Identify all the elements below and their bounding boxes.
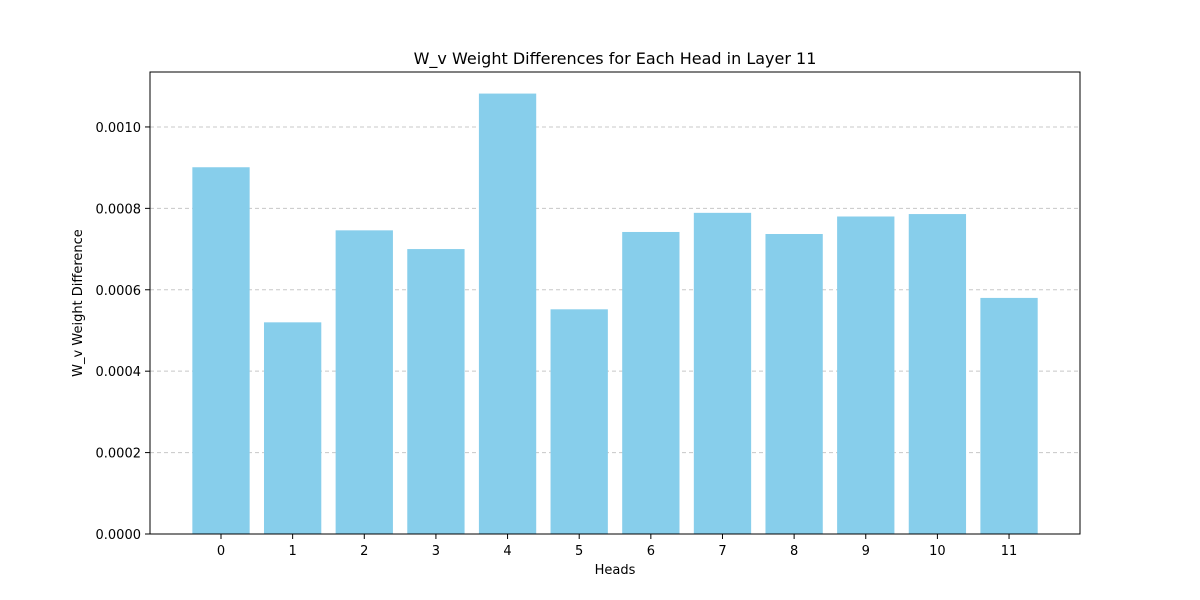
x-tick-label: 0 — [217, 544, 225, 559]
x-tick-label: 9 — [862, 544, 870, 559]
x-tick-label: 10 — [929, 544, 946, 559]
y-tick-label: 0.0004 — [96, 365, 142, 380]
bar — [478, 93, 537, 534]
y-axis: 0.0000 0.0002 0.0004 0.0006 0.0008 0.0010 — [96, 121, 150, 543]
bar — [837, 216, 895, 534]
y-axis-label: W_v Weight Difference — [71, 229, 86, 377]
bar — [192, 167, 250, 535]
x-tick-label: 3 — [432, 544, 440, 559]
x-tick-label: 2 — [360, 544, 368, 559]
x-tick-label: 5 — [575, 544, 583, 559]
bar — [980, 297, 1038, 534]
x-axis: 0 1 2 3 4 5 6 7 8 9 10 11 — [217, 534, 1017, 559]
x-tick-label: 8 — [790, 544, 798, 559]
bars — [192, 93, 1038, 535]
bar — [765, 234, 823, 534]
bar — [693, 212, 752, 535]
x-tick-label: 1 — [288, 544, 296, 559]
y-tick-label: 0.0000 — [96, 528, 142, 543]
y-tick-label: 0.0002 — [96, 447, 142, 462]
x-tick-label: 6 — [647, 544, 655, 559]
y-tick-label: 0.0006 — [96, 284, 142, 299]
bar — [263, 322, 322, 534]
plot-frame — [149, 71, 1081, 535]
x-axis-label: Heads — [595, 563, 636, 578]
x-tick-label: 11 — [1001, 544, 1018, 559]
chart-title: W_v Weight Differences for Each Head in … — [414, 49, 817, 69]
x-tick-label: 7 — [718, 544, 726, 559]
y-tick-label: 0.0008 — [96, 202, 142, 217]
x-tick-label: 4 — [503, 544, 511, 559]
y-tick-label: 0.0010 — [96, 121, 142, 136]
bar — [335, 230, 393, 534]
bar — [908, 214, 967, 534]
bar — [622, 231, 680, 535]
bar — [407, 249, 465, 534]
bar — [550, 309, 608, 534]
